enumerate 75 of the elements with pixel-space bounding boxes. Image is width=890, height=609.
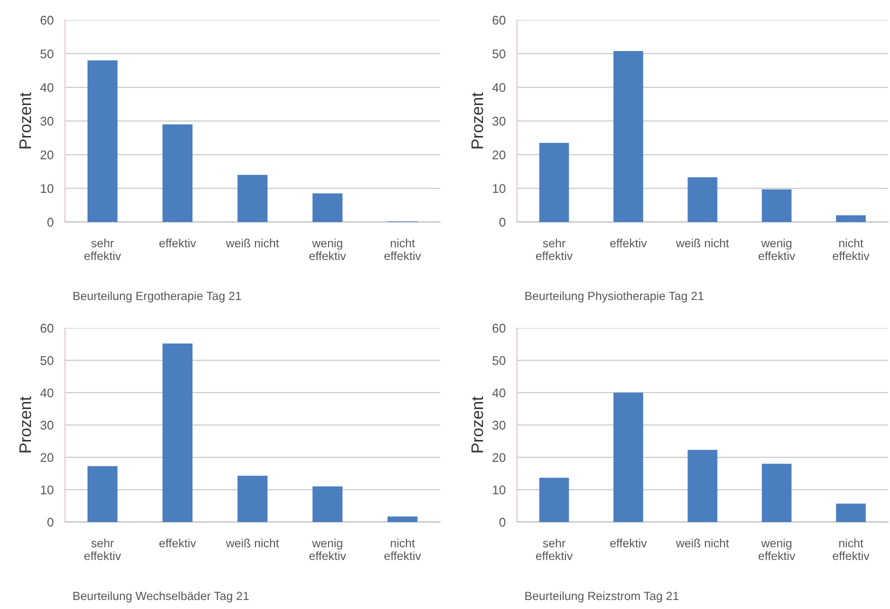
y-tick-label: 10 xyxy=(40,485,54,494)
y-tick-label: 10 xyxy=(40,184,54,193)
x-tick-label: effektiv xyxy=(610,538,647,548)
y-tick-label: 40 xyxy=(40,388,54,398)
x-tick-label: sehr effektiv xyxy=(84,538,122,560)
bar xyxy=(312,486,342,522)
y-tick-label: 50 xyxy=(40,356,54,365)
y-tick-label: 10 xyxy=(492,485,506,494)
x-tick-label: nicht effektiv xyxy=(384,238,422,260)
x-tick-label: sehr effektiv xyxy=(536,538,573,560)
text: Beurteilung Reizstrom Tag 21 xyxy=(525,591,678,602)
x-tick-label: weiß nicht xyxy=(226,538,279,548)
y-axis-title: Prozent xyxy=(20,396,32,452)
bar xyxy=(312,193,342,222)
y-tick-label: 50 xyxy=(492,356,506,365)
bar xyxy=(388,516,418,522)
text: Beurteilung Ergotherapie Tag 21 xyxy=(73,291,242,302)
bar xyxy=(238,476,268,522)
y-tick-label: 0 xyxy=(499,218,506,227)
x-tick-label: sehr effektiv xyxy=(84,238,122,260)
y-tick-label: 20 xyxy=(492,150,506,160)
bar xyxy=(539,478,569,522)
bar xyxy=(238,174,268,222)
y-tick-label: 20 xyxy=(40,453,54,462)
x-tick-label: effektiv xyxy=(610,238,647,248)
y-tick-label: 50 xyxy=(492,49,506,58)
bar xyxy=(688,450,718,522)
x-tick-label: wenig effektiv xyxy=(309,238,346,260)
y-tick-label: 10 xyxy=(492,184,506,193)
y-tick-label: 60 xyxy=(492,324,506,333)
bar xyxy=(613,50,644,222)
bar xyxy=(162,124,192,222)
bar xyxy=(688,177,718,222)
y-axis-title: Prozent xyxy=(20,92,32,148)
x-tick-label: wenig effektiv xyxy=(758,538,796,560)
y-tick-label: 40 xyxy=(40,83,54,92)
x-tick-label: nicht effektiv xyxy=(384,538,422,560)
y-tick-label: 30 xyxy=(492,420,506,430)
x-tick-label: sehr effektiv xyxy=(536,238,573,260)
y-axis-title: Prozent xyxy=(472,92,484,148)
y-tick-label: 20 xyxy=(40,150,54,160)
y-tick-label: 40 xyxy=(492,83,506,92)
bar xyxy=(836,215,866,222)
bar xyxy=(88,466,118,522)
text: Beurteilung Wechselbäder Tag 21 xyxy=(73,591,249,602)
y-tick-label: 60 xyxy=(492,16,506,25)
x-tick-label: nicht effektiv xyxy=(832,238,870,260)
y-tick-label: 60 xyxy=(40,16,54,25)
y-tick-label: 30 xyxy=(40,116,54,126)
x-tick-label: weiß nicht xyxy=(226,238,279,248)
bar xyxy=(613,392,644,522)
bar xyxy=(539,142,569,222)
y-tick-label: 30 xyxy=(492,116,506,126)
y-tick-label: 50 xyxy=(40,49,54,58)
x-tick-label: weiß nicht xyxy=(676,238,729,248)
y-tick-label: 40 xyxy=(492,388,506,398)
y-tick-label: 0 xyxy=(47,518,54,527)
x-tick-label: wenig effektiv xyxy=(758,238,796,260)
bar xyxy=(162,344,192,522)
x-tick-label: effektiv xyxy=(159,538,196,548)
y-tick-label: 60 xyxy=(40,324,54,333)
y-tick-label: 0 xyxy=(499,518,506,527)
x-tick-label: wenig effektiv xyxy=(309,538,346,560)
x-tick-label: effektiv xyxy=(159,238,196,248)
bar xyxy=(762,464,792,522)
bar xyxy=(836,504,866,522)
x-tick-label: nicht effektiv xyxy=(832,538,870,560)
y-tick-label: 30 xyxy=(40,420,54,430)
y-tick-label: 20 xyxy=(492,453,506,462)
x-tick-label: weiß nicht xyxy=(676,538,729,548)
y-tick-label: 0 xyxy=(47,218,54,227)
bar xyxy=(88,60,118,222)
y-axis-title: Prozent xyxy=(472,396,484,452)
text: Beurteilung Physiotherapie Tag 21 xyxy=(525,291,704,302)
bar xyxy=(762,189,792,222)
